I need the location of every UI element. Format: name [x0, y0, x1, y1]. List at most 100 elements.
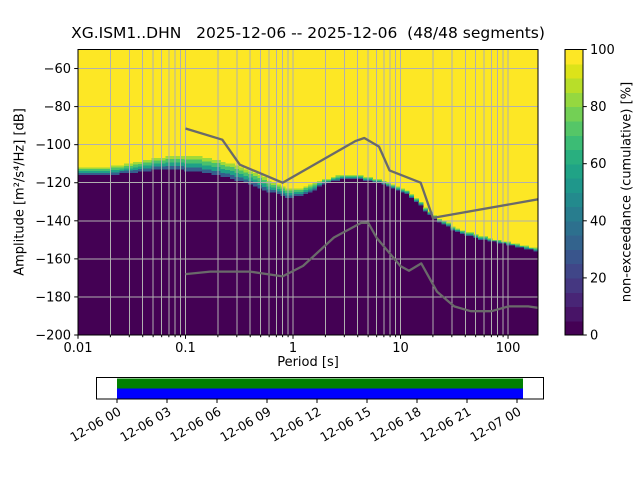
- transition-band-cell: [321, 178, 327, 181]
- transition-band-cell: [124, 163, 129, 166]
- noise-models: [185, 127, 538, 313]
- y-axis-label: Amplitude [m²/s⁴/Hz] [dB]: [12, 108, 28, 276]
- transition-band-cell: [105, 169, 111, 172]
- transition-band-cell: [441, 221, 447, 223]
- x-tick-label: 1: [289, 341, 297, 356]
- transition-band-cell: [179, 165, 185, 170]
- transition-band-cell: [114, 170, 120, 173]
- transition-band-cell: [252, 176, 258, 180]
- transition-band-cell: [211, 171, 217, 176]
- transition-band-cell: [119, 167, 125, 170]
- transition-band-cell: [358, 176, 364, 178]
- transition-band-cell: [395, 186, 401, 188]
- transition-band-cell: [312, 186, 318, 189]
- transition-band-cell: [418, 201, 424, 203]
- transition-band-cell: [423, 208, 428, 210]
- distribution-dark-cell: [404, 194, 410, 335]
- transition-band-cell: [119, 171, 125, 174]
- transition-band-cell: [220, 161, 226, 166]
- transition-band-cell: [82, 173, 88, 176]
- transition-band-cell: [285, 190, 290, 194]
- distribution-dark-cell: [349, 178, 355, 335]
- distribution-dark-cell: [533, 251, 538, 335]
- distribution-dark-cell: [165, 169, 171, 335]
- transition-band-cell: [96, 171, 102, 174]
- colorbar-step: [565, 277, 583, 293]
- transition-band-cell: [206, 161, 212, 166]
- transition-band-cell: [275, 191, 281, 195]
- transition-band-cell: [515, 243, 520, 245]
- colorbar-step: [565, 149, 583, 165]
- transition-band-cell: [137, 163, 143, 167]
- transition-band-cell: [409, 195, 415, 197]
- distribution-dark-cell: [170, 169, 175, 335]
- transition-band-cell: [229, 163, 235, 168]
- colorbar: 0 20 40 60 80 100: [564, 43, 615, 344]
- transition-band-cell: [197, 163, 203, 168]
- transition-band-cell: [294, 192, 300, 195]
- timeline-tick-label: 12-06 15: [317, 404, 373, 445]
- timeline-tick-label: 12-06 06: [167, 404, 223, 445]
- transition-band-cell: [262, 177, 267, 180]
- transition-band-cell: [455, 229, 461, 231]
- transition-band-cell: [252, 173, 258, 177]
- transition-band-cell: [206, 165, 212, 170]
- transition-band-cell: [243, 175, 249, 180]
- transition-band-cell: [285, 188, 290, 191]
- transition-band-cell: [413, 197, 419, 199]
- transition-band-cell: [262, 183, 267, 187]
- transition-band-cell: [170, 162, 175, 166]
- transition-band-cell: [478, 237, 484, 239]
- distribution-dark-cell: [133, 173, 139, 335]
- transition-band-cell: [372, 179, 378, 181]
- transition-band-cell: [110, 165, 116, 168]
- transition-band-cell: [390, 184, 396, 186]
- distribution-dark-cell: [510, 245, 516, 335]
- transition-band-cell: [487, 240, 493, 242]
- figure-title: XG.ISM1..DHN 2025-12-06 -- 2025-12-06 (4…: [71, 24, 545, 42]
- transition-band-cell: [170, 165, 175, 170]
- transition-band-cell: [464, 234, 470, 236]
- transition-band-cell: [239, 170, 244, 174]
- transition-band-cell: [174, 159, 180, 163]
- x-tick-label: 0.01: [64, 341, 93, 356]
- transition-band-cell: [147, 162, 152, 166]
- distribution-dark-cell: [418, 205, 424, 335]
- transition-band-cell: [409, 194, 415, 195]
- transition-band-cell: [294, 194, 300, 197]
- distribution-dark-cell: [487, 241, 493, 335]
- y-tick-label: −120: [35, 176, 71, 191]
- transition-band-cell: [469, 233, 474, 235]
- transition-band-cell: [243, 172, 249, 176]
- timeline-tick-label: 12-07 00: [467, 404, 523, 445]
- transition-band-cell: [533, 249, 538, 251]
- transition-band-cell: [413, 198, 419, 200]
- distribution-dark-cell: [101, 175, 106, 335]
- transition-band-cell: [395, 187, 401, 189]
- colorbar-label: non-exceedance (cumulative) [%]: [619, 81, 635, 303]
- transition-band-cell: [174, 156, 180, 160]
- transition-band-cell: [298, 192, 304, 195]
- distribution-dark-cell: [160, 169, 166, 335]
- distribution-dark-cell: [220, 177, 226, 335]
- transition-band-cell: [225, 170, 231, 174]
- transition-band-cell: [220, 165, 226, 170]
- transition-band-cell: [216, 159, 221, 164]
- transition-band-cell: [469, 232, 474, 234]
- transition-band-cell: [533, 247, 538, 249]
- distribution-dark-cell: [340, 178, 346, 335]
- transition-band-cell: [349, 177, 355, 179]
- distribution-dark-cell: [455, 232, 461, 335]
- transition-band-cell: [326, 179, 332, 181]
- distribution-dark-cell: [312, 190, 318, 335]
- distribution-dark-cell: [202, 173, 208, 335]
- distribution-dark-cell: [441, 224, 447, 335]
- distribution-dark-cell: [82, 175, 88, 335]
- transition-band-cell: [124, 170, 129, 174]
- transition-band-cell: [317, 183, 323, 186]
- transition-band-cell: [82, 167, 88, 170]
- transition-band-cell: [340, 177, 346, 179]
- transition-band-cell: [354, 175, 359, 177]
- transition-band-cell: [137, 166, 143, 169]
- transition-band-cell: [487, 239, 493, 241]
